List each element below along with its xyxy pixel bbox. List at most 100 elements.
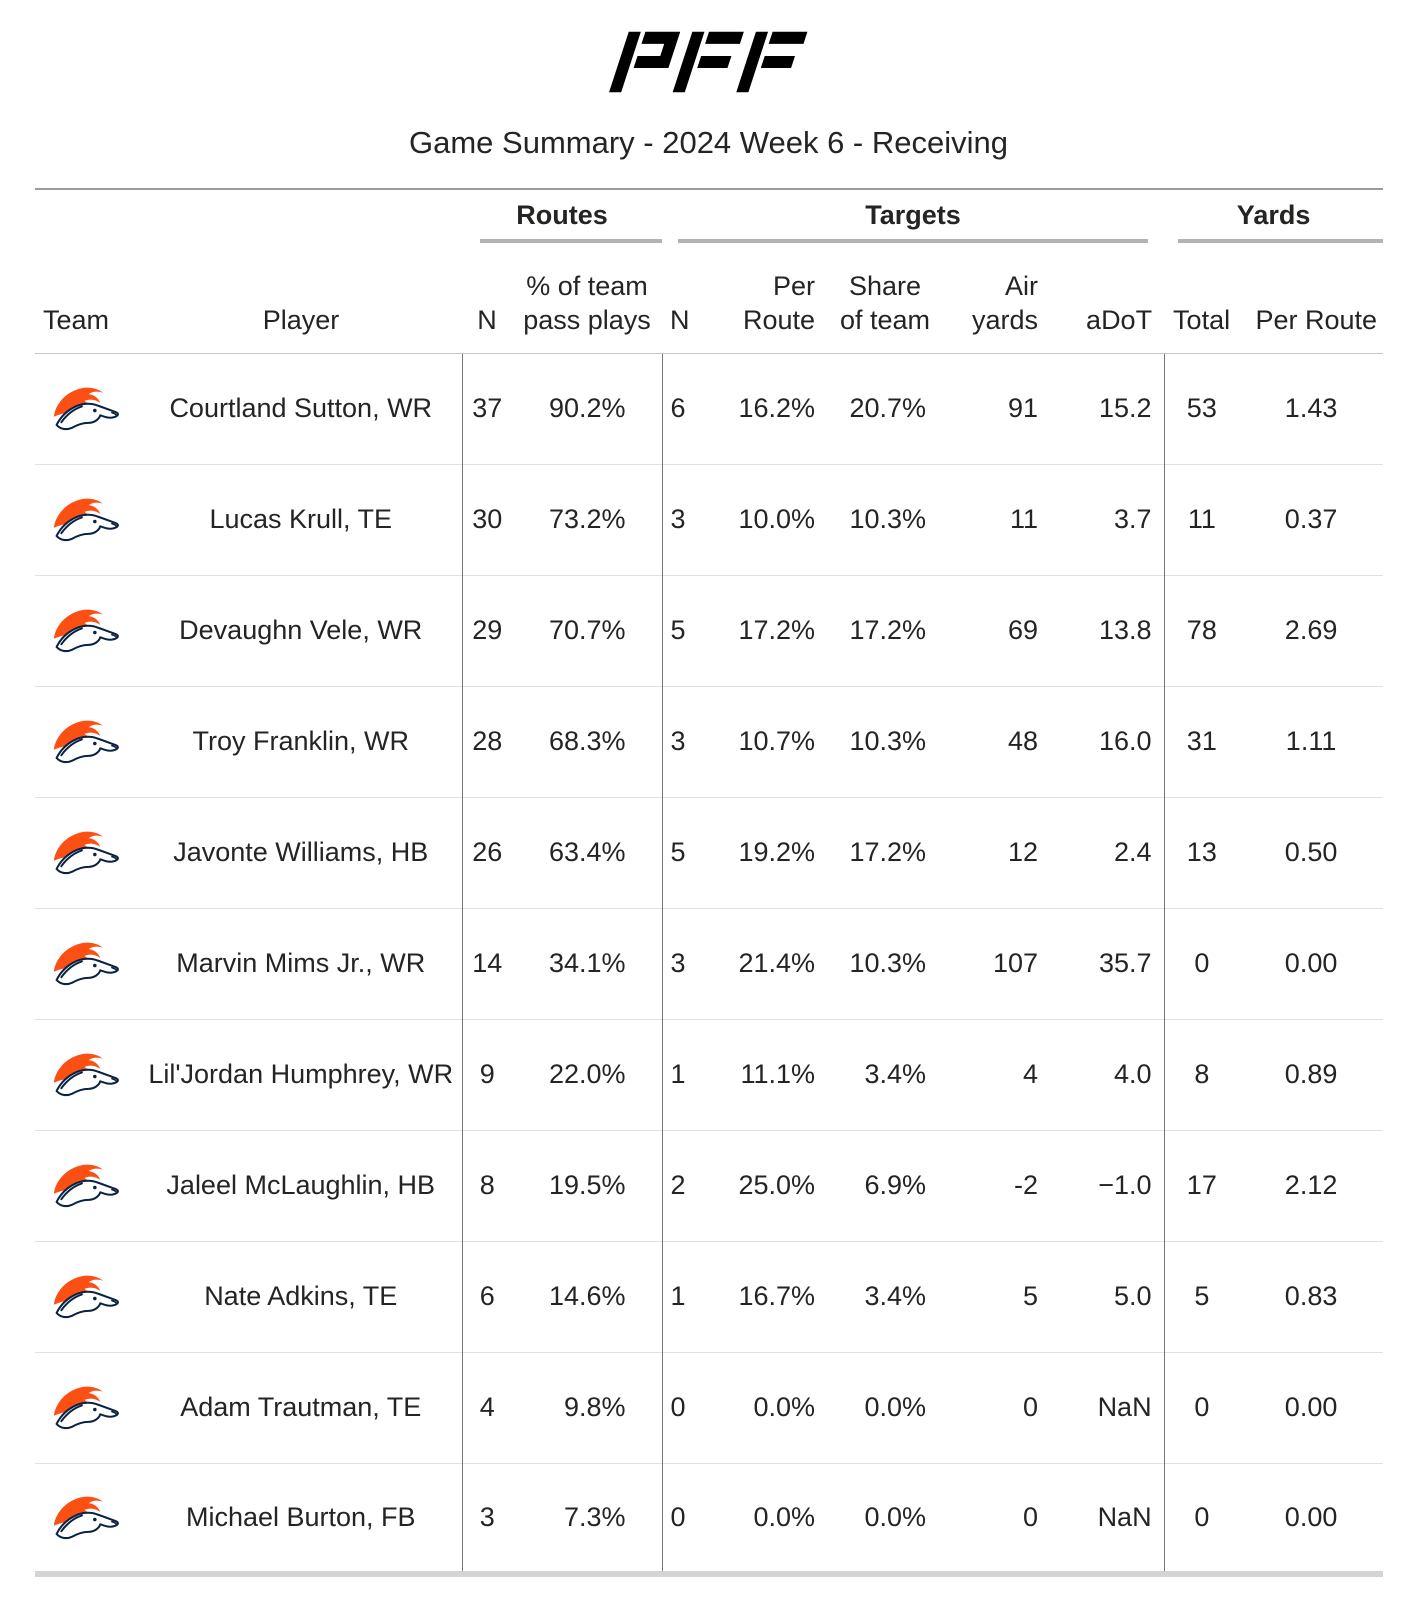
cell-air-yards: 0 (940, 1351, 1053, 1463)
broncos-logo-icon (53, 1164, 119, 1208)
cell-air-yards: 107 (940, 907, 1053, 1019)
cell-yards-per-route: 0.83 (1239, 1240, 1384, 1352)
cell-total: 0 (1163, 907, 1240, 1019)
cell-routes-n: 29 (461, 574, 512, 686)
cell-yards-per-route: 1.11 (1239, 685, 1384, 797)
cell-per-route: 10.7% (710, 685, 831, 797)
col-header-share-of-team: Share of team (830, 255, 941, 354)
cell-total: 31 (1163, 685, 1240, 797)
cell-routes-n: 6 (461, 1240, 512, 1352)
cell-total: 0 (1163, 1351, 1240, 1463)
cell-yards-per-route: 2.69 (1239, 574, 1384, 686)
team-logo-cell (35, 1018, 140, 1130)
col-header-air-yards: Air yards (940, 255, 1053, 354)
group-targets-label: Targets (865, 200, 961, 230)
cell-targets-n: 5 (661, 796, 711, 908)
table-row: Nate Adkins, TE 6 14.6% 1 16.7% 3.4% 5 5.0 5 0.83 (35, 1240, 1384, 1352)
table-row: Jaleel McLaughlin, HB 8 19.5% 2 25.0% 6.9% -2−… (35, 1129, 1384, 1241)
cell-per-route: 0.0% (710, 1462, 831, 1574)
col-header-routes-pct: % of team pass plays (512, 255, 663, 354)
player-name: Michael Burton, FB (140, 1462, 462, 1574)
cell-adot: 2.4 (1052, 796, 1165, 908)
cell-per-route: 16.2% (738, 393, 816, 423)
table-row: Troy Franklin, WR 28 68.3% 3 10.7% 10.3% 48 16.… (35, 685, 1384, 797)
cell-yards-per-route: 0.89 (1239, 1018, 1384, 1130)
cell-adot: 16.0 (1052, 685, 1165, 797)
col-header-targets-n: N (662, 255, 711, 354)
cell-per-route: 25.0% (710, 1129, 831, 1241)
broncos-logo-icon (53, 831, 119, 875)
team-logo-cell (35, 796, 140, 908)
page-header (0, 0, 1417, 99)
cell-total: 8 (1163, 1018, 1240, 1130)
cell-total: 78 (1163, 574, 1240, 686)
cell-yards-per-route: 0.50 (1239, 796, 1384, 908)
cell-routes-pct: 7.3% (512, 1462, 663, 1574)
cell-total: 5 (1163, 1240, 1240, 1352)
cell-routes-n: 26 (461, 796, 512, 908)
cell-share-of-team: 10.3% (830, 907, 941, 1019)
cell-routes-pct: 14.6% (512, 1240, 663, 1352)
cell-per-route: 0.0% (710, 1351, 831, 1463)
cell-routes-pct: 70.7% (512, 574, 663, 686)
player-name: Nate Adkins, TE (140, 1240, 462, 1352)
table-row: Lil'Jordan Humphrey, WR 9 22.0% 1 11.1% 3.4% 4… (35, 1018, 1384, 1130)
cell-share-of-team: 10.3% (830, 685, 941, 797)
col-header-per-route: Per Route (710, 255, 831, 354)
cell-per-route: 11.1% (710, 1018, 831, 1130)
cell-adot: 3.7 (1052, 463, 1165, 575)
player-name: Javonte Williams, HB (140, 796, 462, 908)
cell-routes-pct: 68.3% (512, 685, 663, 797)
player-name: Devaughn Vele, WR (140, 574, 462, 686)
cell-per-route: 16.7% (710, 1240, 831, 1352)
cell-total: 13 (1163, 796, 1240, 908)
cell-routes-n: 4 (461, 1351, 512, 1463)
broncos-logo-icon (53, 1496, 119, 1539)
cell-targets-n: 3 (661, 907, 711, 1019)
player-name: Marvin Mims Jr., WR (140, 907, 462, 1019)
cell-air-yards: 91 (1007, 393, 1039, 423)
player-name: Adam Trautman, TE (140, 1351, 462, 1463)
player-name: Lucas Krull, TE (140, 463, 462, 575)
column-header-row: Team Player N % of team pass plays N Per… (35, 255, 1384, 354)
broncos-logo-icon (53, 387, 119, 431)
player-name: Courtland Sutton, WR (169, 393, 433, 423)
group-targets-underline (678, 239, 1149, 243)
cell-yards-per-route: 0.00 (1239, 907, 1384, 1019)
cell-adot: 5.0 (1052, 1240, 1165, 1352)
cell-share-of-team: 0.0% (830, 1462, 941, 1574)
cell-routes-pct: 90.2% (548, 393, 626, 423)
table-row: Courtland Sutton, WR 37 90.2% 6 16.2% 20.7% 91… (35, 353, 1383, 464)
group-empty (35, 189, 462, 255)
cell-per-route: 19.2% (710, 796, 831, 908)
cell-share-of-team: 20.7% (849, 393, 927, 423)
cell-routes-pct: 63.4% (512, 796, 663, 908)
group-header-row: Routes Targets Yards (35, 189, 1384, 255)
broncos-logo-icon (53, 720, 119, 764)
cell-routes-n: 28 (461, 685, 512, 797)
broncos-logo-icon (53, 609, 119, 653)
team-logo-cell (35, 1351, 140, 1463)
cell-targets-n: 1 (661, 1240, 711, 1352)
cell-yards-per-route: 1.43 (1284, 393, 1338, 423)
player-name: Lil'Jordan Humphrey, WR (140, 1018, 462, 1130)
cell-total: 17 (1163, 1129, 1240, 1241)
cell-targets-n: 3 (661, 685, 711, 797)
cell-air-yards: 5 (940, 1240, 1053, 1352)
cell-share-of-team: 0.0% (830, 1351, 941, 1463)
col-header-total: Total (1164, 255, 1240, 354)
cell-share-of-team: 3.4% (830, 1240, 941, 1352)
cell-routes-n: 8 (461, 1129, 512, 1241)
cell-per-route: 17.2% (710, 574, 831, 686)
table-row: Marvin Mims Jr., WR 14 34.1% 3 21.4% 10.3% 107… (35, 907, 1384, 1019)
cell-adot: 35.7 (1052, 907, 1165, 1019)
broncos-logo-icon (53, 1386, 119, 1430)
team-logo-cell (35, 907, 140, 1019)
cell-targets-n: 1 (661, 1018, 711, 1130)
cell-routes-n: 37 (461, 353, 512, 464)
table-row: Lucas Krull, TE 30 73.2% 3 10.0% 10.3% 11 3.7 11… (35, 463, 1384, 575)
cell-targets-n: 2 (661, 1129, 711, 1241)
page-title: Game Summary - 2024 Week 6 - Receiving (409, 125, 1008, 160)
cell-air-yards: 69 (940, 574, 1053, 686)
cell-adot: 13.8 (1052, 574, 1165, 686)
